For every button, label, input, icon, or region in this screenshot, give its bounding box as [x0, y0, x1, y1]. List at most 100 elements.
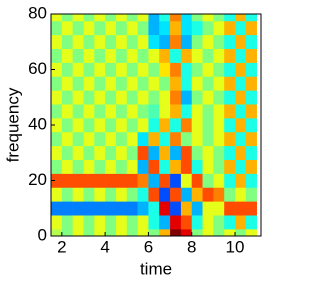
heatmap-cell	[115, 62, 128, 77]
heatmap-cell	[115, 48, 128, 63]
heatmap-cell	[224, 14, 236, 22]
heatmap-cell	[170, 118, 182, 133]
heatmap-cell	[115, 173, 128, 188]
heatmap-cell	[115, 76, 128, 91]
heatmap-cell	[61, 90, 73, 105]
heatmap-cell	[115, 201, 128, 216]
heatmap-cell	[191, 90, 203, 105]
heatmap-cell	[105, 131, 117, 147]
heatmap-cell	[213, 145, 225, 160]
heatmap-cell	[83, 159, 95, 174]
heatmap-cell	[148, 90, 160, 105]
heatmap-cell	[202, 187, 214, 202]
heatmap-cell	[94, 14, 106, 22]
heatmap-cell	[94, 62, 106, 77]
heatmap-cell	[245, 229, 257, 236]
heatmap-cell	[159, 201, 171, 216]
heatmap-cell	[105, 62, 117, 77]
heatmap-cell	[159, 34, 171, 49]
heatmap-cell	[148, 76, 160, 91]
heatmap-cell	[115, 131, 128, 147]
heatmap-cell	[180, 145, 193, 160]
heatmap-cell	[191, 145, 203, 160]
heatmap-cell	[170, 34, 182, 49]
heatmap-cell	[61, 118, 73, 133]
heatmap-cell	[137, 104, 149, 119]
heatmap-cell	[235, 48, 247, 63]
heatmap-cell	[224, 104, 236, 119]
heatmap-cell	[170, 90, 182, 105]
heatmap-cell	[235, 131, 247, 147]
heatmap-cell	[115, 145, 128, 160]
heatmap-cell	[202, 173, 214, 188]
heatmap-cell	[61, 131, 73, 147]
heatmap-cell	[245, 104, 257, 119]
heatmap-cell	[224, 90, 236, 105]
heatmap-cell	[126, 48, 138, 63]
heatmap-cell	[235, 145, 247, 160]
heatmap-cell	[213, 20, 225, 36]
heatmap-cell	[148, 187, 160, 202]
heatmap-cell	[126, 145, 138, 160]
heatmap-cell	[202, 14, 214, 22]
heatmap-cell	[180, 229, 193, 236]
heatmap-cell	[170, 14, 182, 22]
heatmap-cell	[148, 104, 160, 119]
heatmap-cell	[191, 104, 203, 119]
heatmap-cell	[137, 145, 149, 160]
heatmap-cell	[61, 48, 73, 63]
heatmap-cell	[51, 229, 63, 236]
heatmap-cell	[51, 145, 63, 160]
heatmap	[51, 14, 257, 236]
heatmap-cell	[61, 145, 73, 160]
heatmap-cell	[148, 34, 160, 49]
heatmap-cell	[170, 48, 182, 63]
heatmap-cell	[235, 14, 247, 22]
heatmap-cell	[180, 62, 193, 77]
heatmap-cell	[51, 187, 63, 202]
heatmap-cell	[83, 62, 95, 77]
heatmap-cell	[137, 20, 149, 36]
heatmap-cell	[148, 48, 160, 63]
heatmap-cell	[148, 201, 160, 216]
heatmap-cell	[148, 229, 160, 236]
heatmap-cell	[202, 131, 214, 147]
heatmap-cell	[51, 62, 63, 77]
heatmap-cell	[72, 118, 84, 133]
y-tick-label: 40	[28, 114, 47, 133]
heatmap-cell	[83, 229, 95, 236]
heatmap-cell	[72, 76, 84, 91]
heatmap-cell	[235, 201, 247, 216]
heatmap-cell	[115, 20, 128, 36]
heatmap-cell	[72, 34, 84, 49]
heatmap-cell	[170, 201, 182, 216]
x-tick-label: 10	[226, 237, 245, 256]
heatmap-cell	[105, 145, 117, 160]
heatmap-cell	[148, 14, 160, 22]
heatmap-cell	[235, 118, 247, 133]
heatmap-cell	[213, 159, 225, 174]
heatmap-cell	[72, 229, 84, 236]
heatmap-cell	[137, 118, 149, 133]
heatmap-cell	[235, 215, 247, 230]
heatmap-cell	[61, 229, 73, 236]
heatmap-cell	[235, 20, 247, 36]
heatmap-cell	[115, 159, 128, 174]
heatmap-cell	[213, 215, 225, 230]
heatmap-cell	[170, 159, 182, 174]
heatmap-cell	[202, 118, 214, 133]
heatmap-cell	[137, 34, 149, 49]
heatmap-cell	[94, 215, 106, 230]
heatmap-cell	[61, 173, 73, 188]
heatmap-cell	[245, 215, 257, 230]
heatmap-cell	[180, 76, 193, 91]
heatmap-cell	[245, 20, 257, 36]
heatmap-cell	[94, 104, 106, 119]
heatmap-cell	[83, 48, 95, 63]
heatmap-cell	[137, 229, 149, 236]
heatmap-cell	[180, 215, 193, 230]
heatmap-cell	[191, 62, 203, 77]
heatmap-cell	[148, 131, 160, 147]
heatmap-cell	[94, 201, 106, 216]
heatmap-cell	[61, 159, 73, 174]
